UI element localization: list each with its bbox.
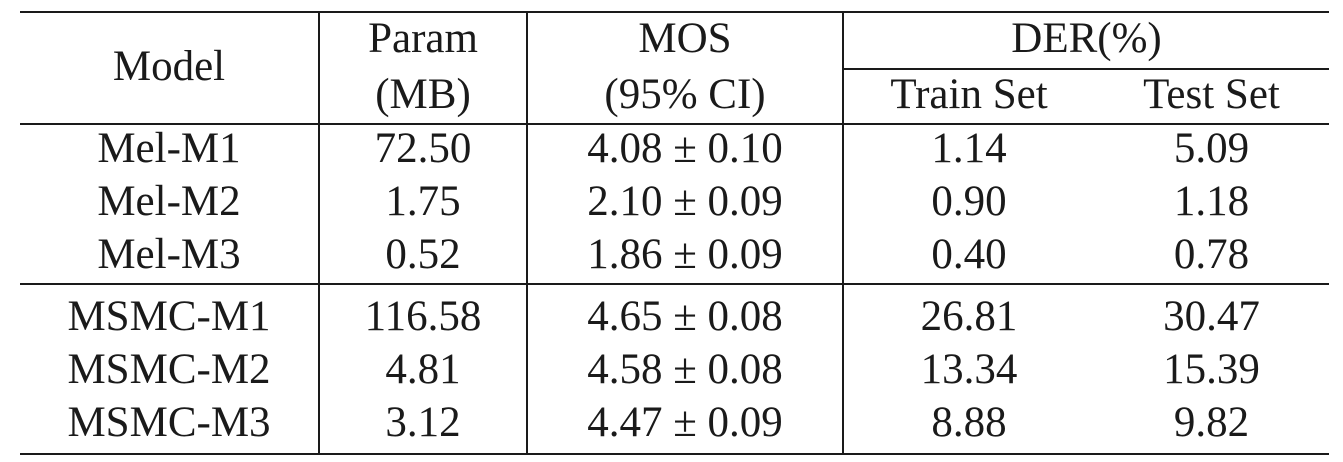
header-mos-line2: (95% CI): [604, 71, 766, 118]
row-param: 1.75: [385, 178, 461, 225]
row-model: MSMC-M3: [67, 399, 271, 446]
row-der-test: 15.39: [1163, 346, 1260, 393]
top-rule: [20, 11, 1329, 13]
results-table: Model Param (MB) MOS (95% CI) DER(%) Tra…: [20, 11, 1329, 455]
row-der-train: 13.34: [920, 346, 1018, 393]
row-param: 0.52: [385, 231, 461, 278]
row-der-train: 26.81: [920, 293, 1018, 340]
header-bottom-rule: [20, 123, 1329, 125]
row-param: 3.12: [385, 399, 461, 446]
row-model: MSMC-M2: [67, 346, 271, 393]
col-divider-param: [526, 11, 528, 455]
header-param-line2: (MB): [375, 71, 471, 118]
row-der-train: 8.88: [931, 399, 1007, 446]
header-der-group: DER(%): [1011, 15, 1162, 62]
header-der-test: Test Set: [1143, 71, 1280, 118]
row-mos: 4.58 ± 0.08: [587, 346, 783, 393]
row-model: MSMC-M1: [67, 293, 271, 340]
row-model: Mel-M1: [97, 125, 241, 172]
group-separator-rule: [20, 283, 1329, 285]
row-param: 116.58: [364, 293, 482, 340]
row-mos: 4.47 ± 0.09: [587, 399, 783, 446]
row-mos: 2.10 ± 0.09: [587, 178, 783, 225]
row-der-train: 1.14: [931, 125, 1007, 172]
der-subheader-rule: [844, 68, 1329, 70]
row-der-test: 1.18: [1173, 178, 1250, 225]
col-divider-model: [318, 11, 320, 455]
row-param: 4.81: [385, 346, 461, 393]
row-model: Mel-M3: [97, 231, 241, 278]
col-divider-mos: [842, 11, 844, 455]
bottom-rule: [20, 453, 1329, 455]
row-der-test: 30.47: [1163, 293, 1260, 340]
row-mos: 4.65 ± 0.08: [587, 293, 783, 340]
header-der-train: Train Set: [890, 71, 1048, 118]
row-param: 72.50: [374, 125, 472, 172]
header-mos-line1: MOS: [638, 15, 732, 62]
row-der-train: 0.90: [931, 178, 1007, 225]
row-der-test: 0.78: [1173, 231, 1250, 278]
header-param-line1: Param: [368, 15, 478, 62]
header-model: Model: [112, 43, 226, 90]
row-mos: 1.86 ± 0.09: [587, 231, 783, 278]
row-mos: 4.08 ± 0.10: [587, 125, 783, 172]
row-model: Mel-M2: [97, 178, 241, 225]
row-der-test: 9.82: [1173, 399, 1250, 446]
row-der-train: 0.40: [931, 231, 1007, 278]
row-der-test: 5.09: [1173, 125, 1250, 172]
